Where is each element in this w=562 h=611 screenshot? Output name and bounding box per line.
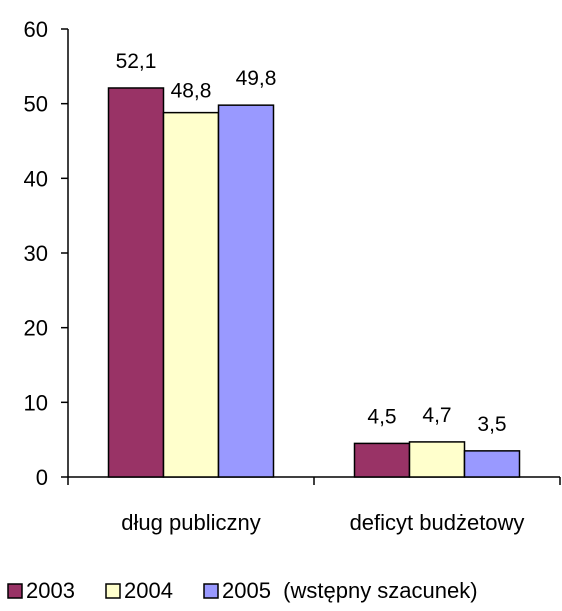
y-tick-label: 50: [24, 92, 48, 117]
legend: 2003 2004 2005 (wstępny szacunek): [7, 578, 478, 603]
y-axis: 0 10 20 30 40 50 60: [24, 17, 69, 490]
data-labels: 52,1 48,8 49,8 4,5 4,7 3,5: [116, 50, 507, 436]
bar-2003-dlug-publiczny: [107, 87, 165, 478]
legend-swatch: [7, 583, 23, 599]
y-tick-label: 0: [36, 465, 48, 490]
legend-label: 2005 (wstępny szacunek): [222, 578, 478, 603]
bar-2005-dlug-publiczny: [217, 104, 275, 478]
bar-2005-deficyt-budzetowy: [463, 450, 521, 478]
data-label: 3,5: [477, 413, 506, 436]
x-category-label: deficyt budżetowy: [350, 510, 525, 535]
bar-2004-deficyt-budzetowy: [408, 441, 466, 478]
data-label: 49,8: [236, 67, 277, 90]
legend-label: 2004: [124, 578, 173, 603]
bar-2003-deficyt-budzetowy: [353, 442, 411, 478]
y-tick-label: 30: [24, 241, 48, 266]
y-tick-label: 40: [24, 166, 48, 191]
y-tick-label: 10: [24, 390, 48, 415]
data-label: 52,1: [116, 50, 157, 73]
legend-label: 2003: [26, 578, 75, 603]
bars: [107, 87, 521, 478]
legend-swatch: [203, 583, 219, 599]
y-tick-label: 60: [24, 17, 48, 42]
y-tick-label: 20: [24, 316, 48, 341]
data-label: 4,7: [422, 404, 451, 427]
x-axis: dług publiczny deficyt budżetowy: [67, 476, 561, 535]
x-category-label: dług publiczny: [121, 510, 260, 535]
data-label: 48,8: [171, 80, 212, 103]
bar-2004-dlug-publiczny: [162, 111, 220, 478]
data-label: 4,5: [367, 405, 396, 428]
legend-swatch: [105, 583, 121, 599]
